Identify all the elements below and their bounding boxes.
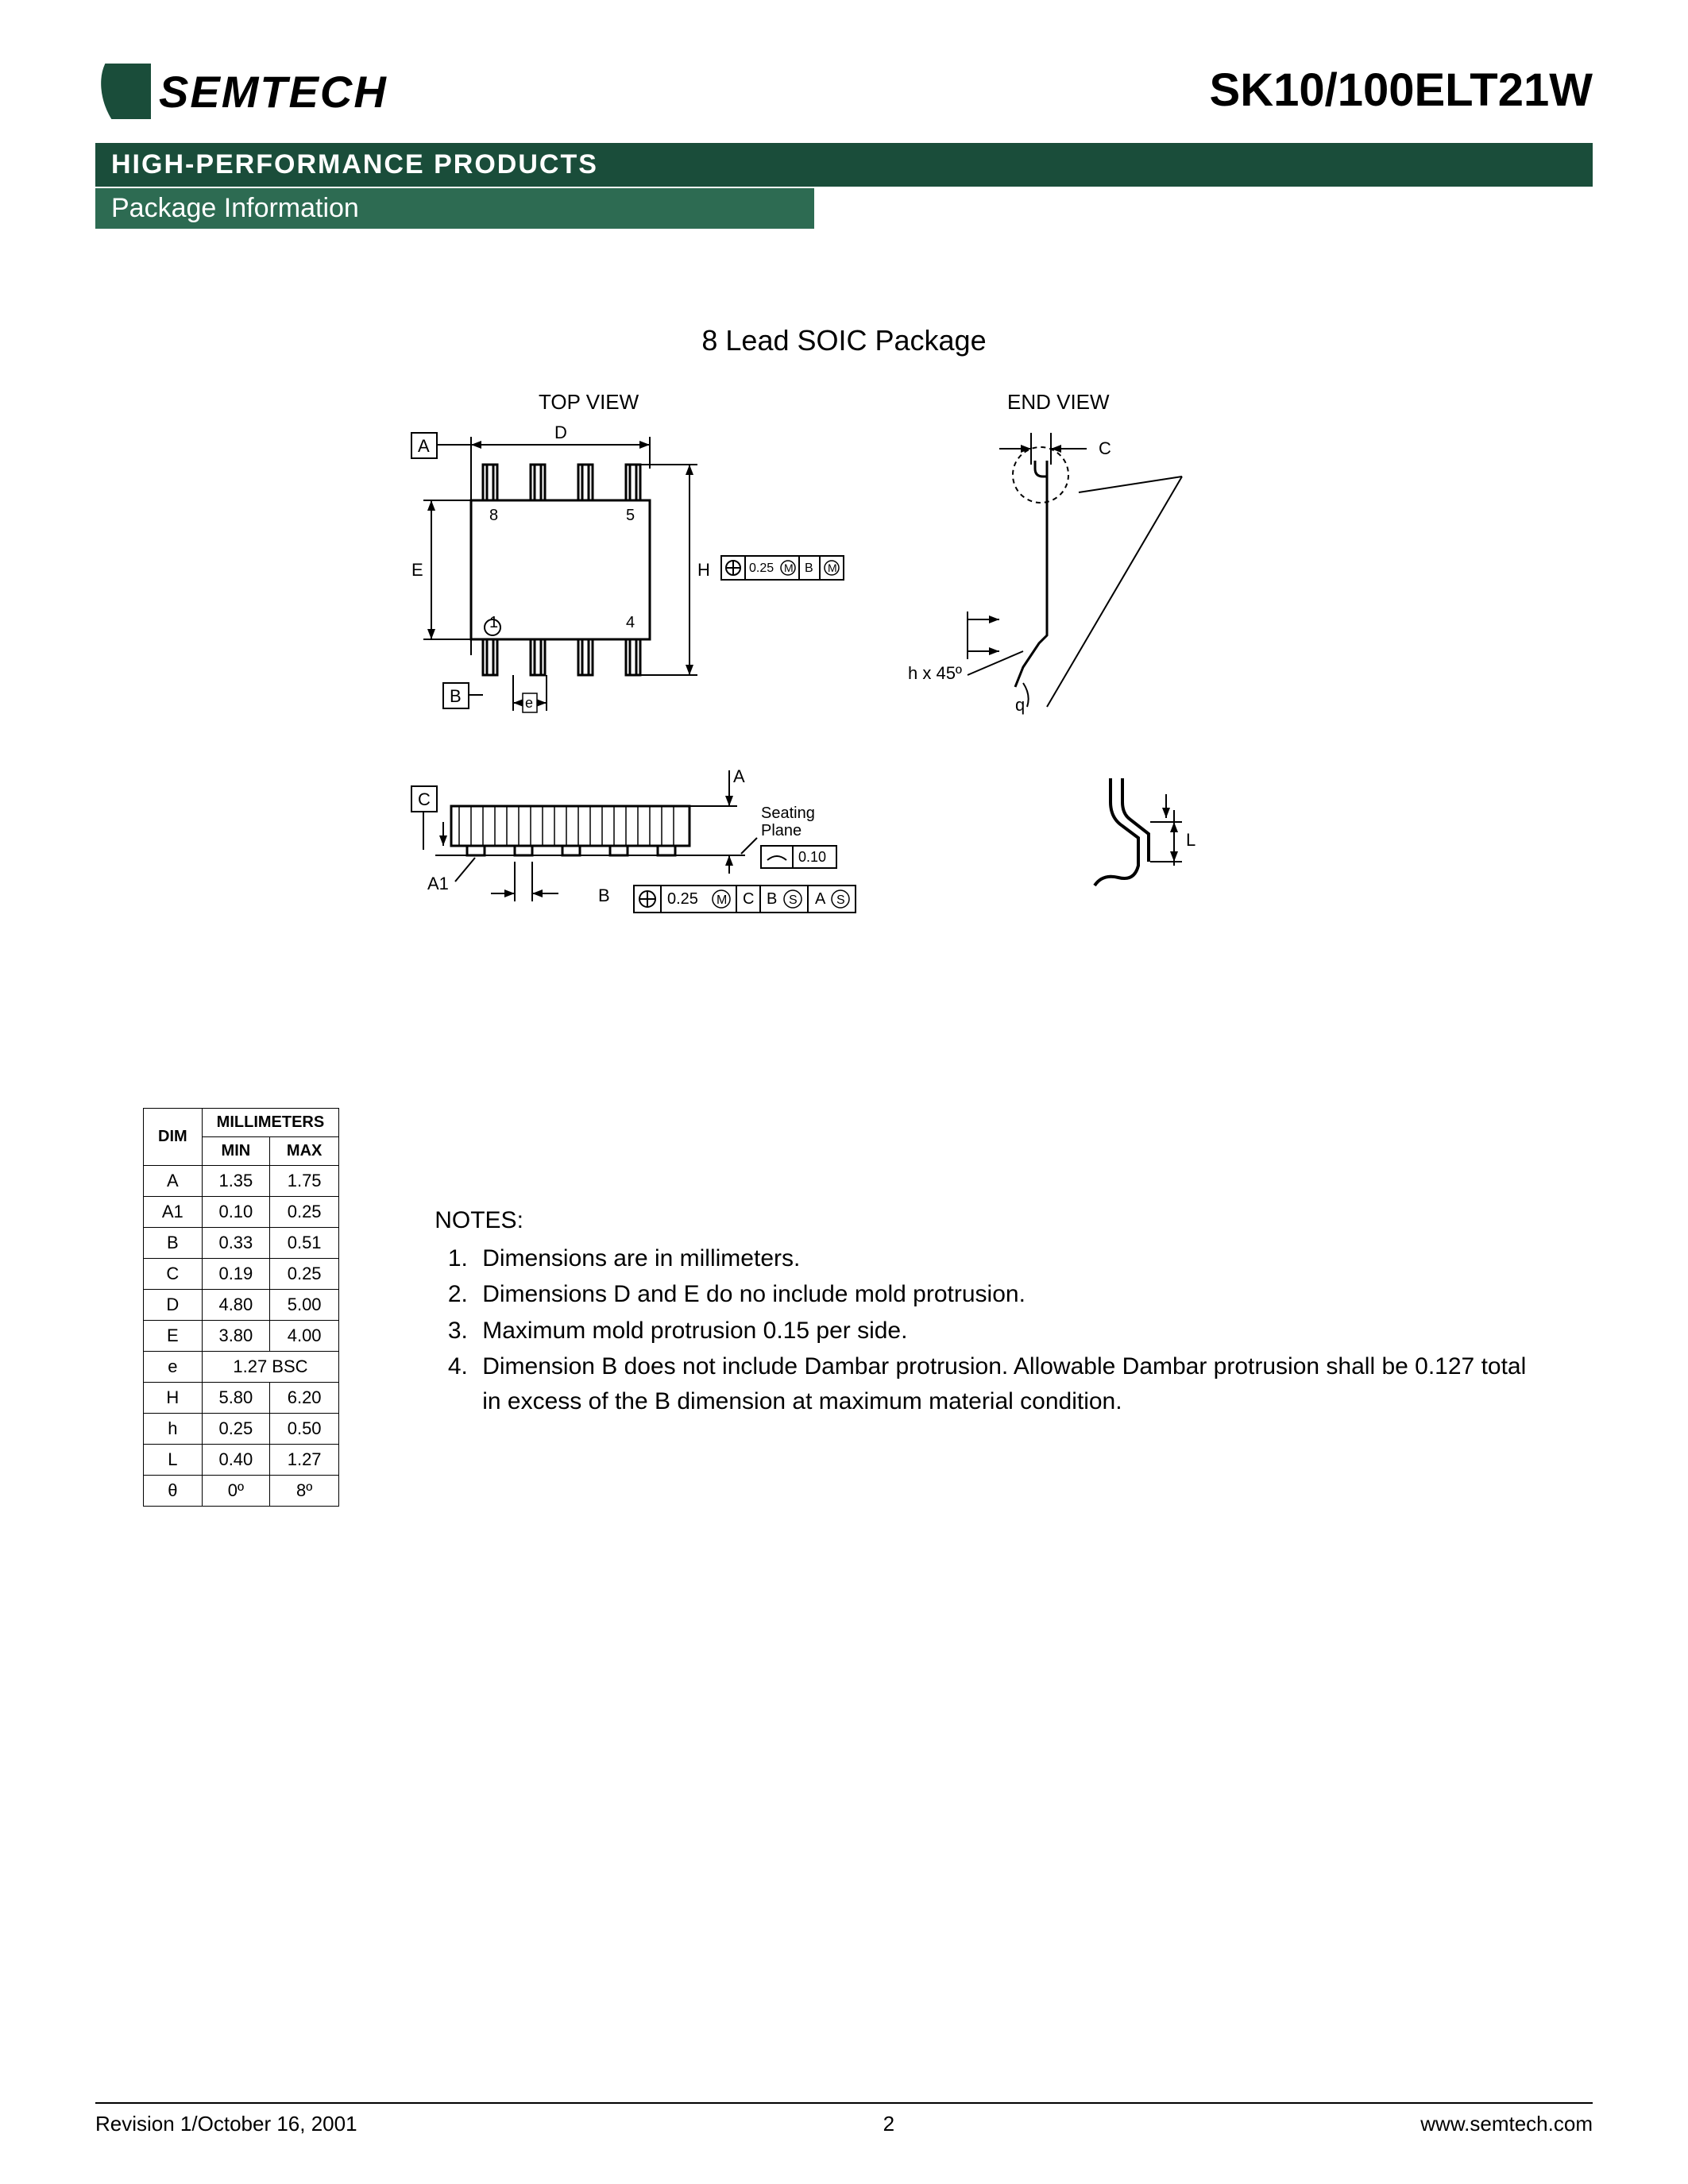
- dimension-table: DIM MILLIMETERS MIN MAX A1.351.75A10.100…: [143, 1108, 339, 1507]
- svg-text:C: C: [418, 789, 431, 809]
- svg-text:E: E: [411, 560, 423, 580]
- svg-text:M: M: [784, 561, 794, 574]
- svg-text:q: q: [1015, 695, 1025, 715]
- table-row: C0.190.25: [144, 1259, 339, 1290]
- table-row: D4.805.00: [144, 1290, 339, 1321]
- table-row: h0.250.50: [144, 1414, 339, 1445]
- svg-text:e: e: [525, 695, 533, 711]
- table-row: A1.351.75: [144, 1166, 339, 1197]
- note-item: Dimensions are in millimeters.: [474, 1241, 1545, 1276]
- svg-text:H: H: [697, 560, 710, 580]
- svg-text:B: B: [767, 890, 777, 908]
- svg-text:M: M: [828, 561, 837, 574]
- footer-page: 2: [883, 2112, 894, 2136]
- svg-text:B: B: [598, 886, 610, 905]
- svg-text:S: S: [836, 893, 845, 907]
- svg-text:A: A: [418, 436, 430, 456]
- note-item: Dimensions D and E do no include mold pr…: [474, 1277, 1545, 1312]
- part-number: SK10/100ELT21W: [1210, 64, 1593, 117]
- svg-text:A1: A1: [427, 874, 449, 893]
- banner-main: HIGH-PERFORMANCE PRODUCTS: [95, 143, 1593, 187]
- company-name: SEMTECH: [159, 66, 388, 118]
- table-row: B0.330.51: [144, 1228, 339, 1259]
- col-units: MILLIMETERS: [202, 1109, 339, 1137]
- notes-block: NOTES: Dimensions are in millimeters.Dim…: [435, 1108, 1545, 1507]
- svg-text:0.25: 0.25: [749, 561, 774, 575]
- col-max: MAX: [270, 1137, 339, 1166]
- svg-text:Seating: Seating: [761, 805, 815, 822]
- notes-title: NOTES:: [435, 1203, 1545, 1238]
- soic-diagram-svg: TOP VIEW A D: [388, 389, 1301, 1024]
- svg-text:L: L: [1186, 830, 1196, 850]
- svg-text:Plane: Plane: [761, 822, 802, 839]
- svg-text:S: S: [789, 893, 798, 907]
- svg-text:0.10: 0.10: [798, 849, 826, 865]
- svg-text:B: B: [805, 561, 813, 575]
- end-view-label: END VIEW: [1007, 390, 1110, 414]
- footer-revision: Revision 1/October 16, 2001: [95, 2112, 357, 2136]
- note-item: Dimension B does not include Dambar prot…: [474, 1349, 1545, 1418]
- top-view-label: TOP VIEW: [539, 390, 639, 414]
- table-row: L0.401.27: [144, 1445, 339, 1476]
- header: SEMTECH SK10/100ELT21W: [95, 64, 1593, 119]
- svg-text:8: 8: [489, 507, 498, 524]
- svg-text:h x 45º: h x 45º: [908, 663, 962, 683]
- section-title: 8 Lead SOIC Package: [95, 324, 1593, 357]
- table-row: E3.804.00: [144, 1321, 339, 1352]
- svg-text:A: A: [733, 766, 745, 786]
- footer-url: www.semtech.com: [1420, 2112, 1593, 2136]
- svg-text:C: C: [1099, 438, 1111, 458]
- notes-list: Dimensions are in millimeters.Dimensions…: [435, 1241, 1545, 1419]
- note-item: Maximum mold protrusion 0.15 per side.: [474, 1314, 1545, 1349]
- svg-text:B: B: [450, 686, 462, 706]
- logo: SEMTECH: [95, 64, 388, 119]
- svg-text:M: M: [717, 893, 727, 907]
- table-row: H5.806.20: [144, 1383, 339, 1414]
- svg-text:C: C: [743, 890, 754, 908]
- footer: Revision 1/October 16, 2001 2 www.semtec…: [95, 2102, 1593, 2136]
- svg-text:A: A: [815, 890, 826, 908]
- table-row: A10.100.25: [144, 1197, 339, 1228]
- svg-text:5: 5: [626, 507, 635, 524]
- package-diagram: TOP VIEW A D: [388, 389, 1301, 1028]
- svg-text:4: 4: [626, 614, 635, 631]
- banner-sub: Package Information: [95, 188, 814, 229]
- logo-mark-icon: [95, 64, 151, 119]
- svg-text:0.25: 0.25: [667, 890, 698, 908]
- table-row: θ0º8º: [144, 1476, 339, 1507]
- svg-text:D: D: [554, 423, 567, 442]
- svg-text:1: 1: [489, 614, 498, 631]
- col-dim: DIM: [144, 1109, 203, 1166]
- table-row: e1.27 BSC: [144, 1352, 339, 1383]
- col-min: MIN: [202, 1137, 269, 1166]
